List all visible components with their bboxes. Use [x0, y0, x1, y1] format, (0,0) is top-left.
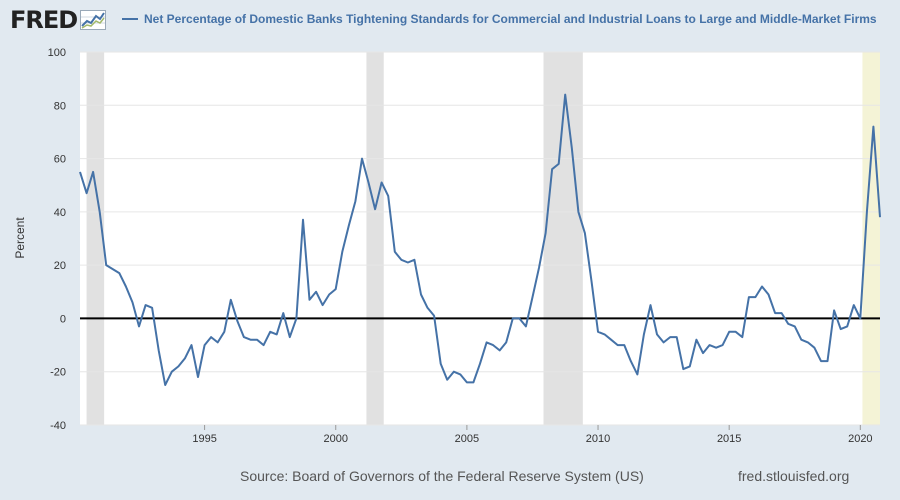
y-tick-label-20: 20	[54, 260, 66, 272]
y-axis-label: Percent	[13, 217, 27, 259]
recession-band-0	[86, 52, 105, 425]
y-axis: -40 -20 0 20 40 60 80 100	[48, 47, 66, 432]
y-tick-label--20: -20	[50, 367, 66, 379]
logo-text: FRED	[10, 6, 78, 34]
chart-footer: Source: Board of Governors of the Federa…	[0, 464, 900, 490]
source-text: Source: Board of Governors of the Federa…	[240, 468, 644, 484]
x-axis: 1995 2000 2005 2010 2015 2020	[192, 425, 873, 445]
y-tick-label-60: 60	[54, 154, 66, 166]
x-tick-label-2010: 2010	[586, 433, 610, 445]
y-tick-label-0: 0	[60, 313, 66, 325]
x-tick-label-1995: 1995	[192, 433, 216, 445]
legend-label: Net Percentage of Domestic Banks Tighten…	[144, 12, 877, 26]
chart-area: -40 -20 0 20 40 60 80 100 1995 2000 2005 2010 2015 2…	[0, 40, 900, 460]
site-link[interactable]: fred.stlouisfed.org	[738, 468, 850, 484]
fred-logo[interactable]: FRED	[10, 6, 107, 34]
line-chart: -40 -20 0 20 40 60 80 100 1995 2000 2005 2010 2015 2…	[13, 47, 881, 445]
legend: Net Percentage of Domestic Banks Tighten…	[122, 12, 877, 26]
logo-graph-icon	[80, 10, 107, 30]
series-line-0	[79, 93, 881, 386]
recession-band-1	[366, 52, 384, 425]
x-tick-label-2015: 2015	[717, 433, 741, 445]
series-layer	[79, 93, 881, 386]
y-tick-label-80: 80	[54, 100, 66, 112]
x-tick-label-2020: 2020	[848, 433, 872, 445]
y-tick-label-40: 40	[54, 207, 66, 219]
y-tick-label--40: -40	[50, 420, 66, 432]
x-tick-label-2005: 2005	[455, 433, 479, 445]
legend-swatch	[122, 18, 138, 20]
x-tick-label-2000: 2000	[323, 433, 347, 445]
y-tick-label-100: 100	[48, 47, 66, 59]
chart-header: FRED Net Percentage of Domestic Banks Ti…	[0, 0, 900, 40]
